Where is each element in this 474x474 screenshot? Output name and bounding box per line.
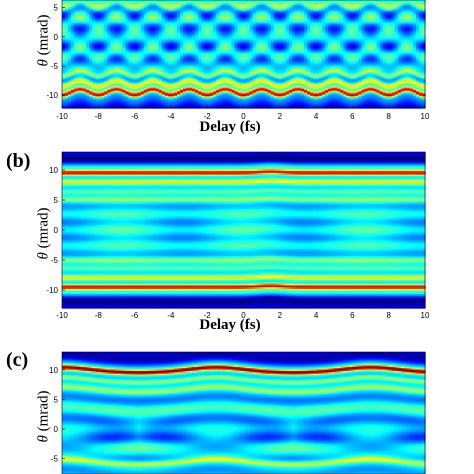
heatmap-panel-a: 50-5-10-10 -8 -6 -4 -2 0 2 4 6 8 10 xyxy=(46,0,430,121)
